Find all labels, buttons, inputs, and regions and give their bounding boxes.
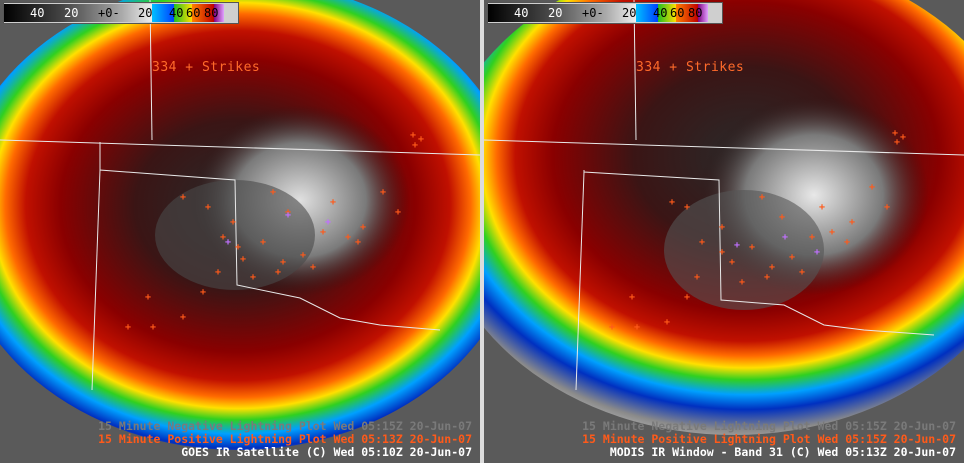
svg-text:+: +: [629, 292, 635, 303]
svg-text:+: +: [699, 237, 705, 248]
colorbar-label: +0-: [98, 6, 120, 20]
svg-text:+: +: [270, 187, 276, 198]
svg-text:+: +: [789, 252, 795, 263]
strike-count: 334 + Strikes: [636, 60, 745, 75]
svg-text:+: +: [799, 267, 805, 278]
svg-text:+: +: [225, 237, 231, 248]
svg-text:+: +: [609, 322, 615, 333]
svg-text:+: +: [829, 227, 835, 238]
svg-text:+: +: [345, 232, 351, 243]
svg-text:+: +: [260, 237, 266, 248]
colorbar-label: 40: [514, 6, 529, 20]
svg-text:+: +: [694, 272, 700, 283]
svg-text:+: +: [819, 202, 825, 213]
svg-text:+: +: [764, 272, 770, 283]
svg-text:+: +: [150, 322, 156, 333]
svg-text:+: +: [759, 192, 765, 203]
svg-text:+: +: [729, 257, 735, 268]
svg-text:+: +: [684, 292, 690, 303]
colorbar-label: 80: [204, 6, 219, 20]
svg-text:+: +: [250, 272, 256, 283]
colorbar-label: 80: [688, 6, 703, 20]
svg-text:+: +: [884, 202, 890, 213]
svg-text:+: +: [325, 217, 331, 228]
product-caption: GOES IR Satellite (C) Wed 05:10Z 20-Jun-…: [181, 445, 472, 459]
modis-ir-panel: + + + + + + + + + + + + + + + + + + + + + + + + + + + + + + …: [484, 0, 964, 463]
svg-text:+: +: [809, 232, 815, 243]
colorbar-label: 20: [64, 6, 79, 20]
lightning-plot: +++ +++ +++ +++ +++ +++ +++ +++ +++ +++: [609, 128, 906, 333]
svg-text:+: +: [125, 322, 131, 333]
svg-text:+: +: [205, 202, 211, 213]
svg-text:+: +: [180, 192, 186, 203]
positive-lightning-caption: 15 Minute Positive Lightning Plot Wed 05…: [582, 432, 956, 446]
svg-text:+: +: [285, 207, 291, 218]
svg-text:+: +: [849, 217, 855, 228]
negative-lightning-caption: 15 Minute Negative Lightning Plot Wed 05…: [582, 419, 956, 433]
svg-text:+: +: [310, 262, 316, 273]
svg-text:+: +: [230, 217, 236, 228]
svg-text:+: +: [215, 267, 221, 278]
goes-ir-panel: + + + + + + + + + + + + + + + + + + + + + + + + + + + + + + …: [0, 0, 480, 463]
state-borders: [0, 0, 480, 391]
svg-text:+: +: [145, 292, 151, 303]
temperature-colorbar: 40 20 +0- 20 40 60 80: [487, 2, 723, 24]
svg-text:+: +: [900, 132, 906, 143]
svg-text:+: +: [769, 262, 775, 273]
colorbar-label: 20: [622, 6, 637, 20]
svg-text:+: +: [300, 250, 306, 261]
svg-text:+: +: [894, 137, 900, 148]
positive-lightning-caption: 15 Minute Positive Lightning Plot Wed 05…: [98, 432, 472, 446]
svg-text:+: +: [779, 212, 785, 223]
svg-text:+: +: [330, 197, 336, 208]
temperature-colorbar: 40 20 +0- 20 40 60 80: [3, 2, 239, 24]
svg-text:+: +: [664, 317, 670, 328]
svg-text:+: +: [844, 237, 850, 248]
svg-text:+: +: [412, 140, 418, 151]
svg-text:+: +: [869, 182, 875, 193]
svg-text:+: +: [634, 322, 640, 333]
colorbar-label: 20: [548, 6, 563, 20]
lightning-plot: +++ +++ +++ +++ +++ +++ +++ +++ +++ +++: [125, 130, 424, 333]
svg-text:+: +: [719, 222, 725, 233]
svg-text:+: +: [220, 232, 226, 243]
svg-text:+: +: [739, 277, 745, 288]
svg-text:+: +: [684, 202, 690, 213]
modis-ir-image: + ++ +++ +++ ++ + +++ +++ +++ +++ +++ + ++ …: [484, 0, 964, 463]
svg-text:+: +: [782, 232, 788, 243]
colorbar-label: 60: [670, 6, 685, 20]
panel-divider: [480, 0, 484, 463]
svg-text:+: +: [395, 207, 401, 218]
colorbar-label: 20: [138, 6, 153, 20]
svg-text:+: +: [360, 222, 366, 233]
svg-text:+: +: [410, 130, 416, 141]
svg-text:+: +: [892, 128, 898, 139]
colorbar-label: +0-: [582, 6, 604, 20]
colorbar-label: 60: [186, 6, 201, 20]
svg-text:+: +: [719, 247, 725, 258]
colorbar-label: 40: [30, 6, 45, 20]
colorbar-label: 40: [169, 6, 184, 20]
negative-lightning-caption: 15 Minute Negative Lightning Plot Wed 05…: [98, 419, 472, 433]
svg-text:+: +: [734, 240, 740, 251]
svg-text:+: +: [320, 227, 326, 238]
svg-text:+: +: [275, 267, 281, 278]
svg-text:+: +: [380, 187, 386, 198]
svg-text:+: +: [200, 287, 206, 298]
svg-text:+: +: [669, 197, 675, 208]
svg-text:+: +: [418, 134, 424, 145]
svg-text:+: +: [240, 254, 246, 265]
svg-text:+: +: [355, 237, 361, 248]
svg-text:+: +: [814, 247, 820, 258]
svg-text:+: +: [749, 242, 755, 253]
svg-text:+: +: [285, 210, 291, 221]
svg-text:+: +: [180, 312, 186, 323]
product-caption: MODIS IR Window - Band 31 (C) Wed 05:13Z…: [609, 445, 956, 459]
goes-ir-image: +++ +++ +++ ++ + +++ +++ +++ +++ +++ + ++ …: [0, 0, 480, 463]
strike-count: 334 + Strikes: [152, 60, 261, 75]
colorbar-label: 40: [653, 6, 668, 20]
svg-text:+: +: [280, 257, 286, 268]
svg-text:+: +: [235, 242, 241, 253]
